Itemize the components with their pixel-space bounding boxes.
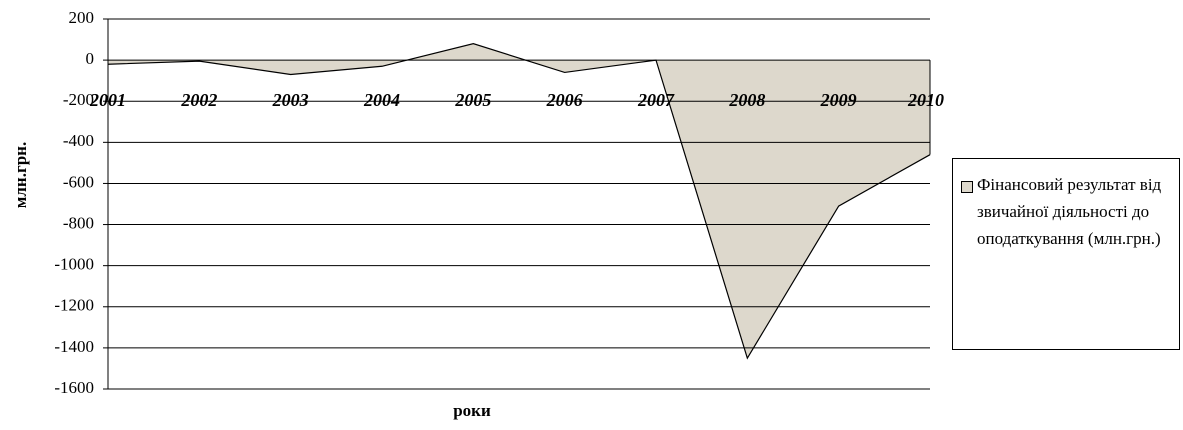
legend-label: Фінансовий результат від звичайної діяль… xyxy=(977,175,1162,248)
y-tick-label: -1400 xyxy=(54,337,94,356)
x-axis-title: роки xyxy=(453,401,491,420)
x-tick-label: 2009 xyxy=(820,90,857,110)
x-tick-label: 2006 xyxy=(546,90,583,110)
y-tick-label: -200 xyxy=(63,90,94,109)
x-tick-label: 2010 xyxy=(907,90,944,110)
x-tick-label: 2004 xyxy=(363,90,400,110)
legend: Фінансовий результат від звичайної діяль… xyxy=(952,158,1180,350)
x-tick-label: 2005 xyxy=(454,90,491,110)
y-axis-title: млн.грн. xyxy=(11,142,30,208)
x-tick-label: 2008 xyxy=(728,90,765,110)
y-tick-label: 0 xyxy=(86,49,95,68)
y-tick-label: -1200 xyxy=(54,296,94,315)
x-tick-label: 2003 xyxy=(272,90,309,110)
y-tick-label: 200 xyxy=(69,8,95,27)
y-tick-label: -1000 xyxy=(54,255,94,274)
y-tick-label: -600 xyxy=(63,172,94,191)
area xyxy=(108,43,930,359)
x-tick-label: 2007 xyxy=(637,90,675,110)
legend-marker xyxy=(961,181,973,193)
x-tick-label: 2001 xyxy=(89,90,126,110)
x-tick-label: 2002 xyxy=(180,90,217,110)
y-tick-label: -800 xyxy=(63,213,94,232)
y-tick-label: -400 xyxy=(63,131,94,150)
area-line xyxy=(107,43,931,360)
y-tick-label: -1600 xyxy=(54,378,94,397)
